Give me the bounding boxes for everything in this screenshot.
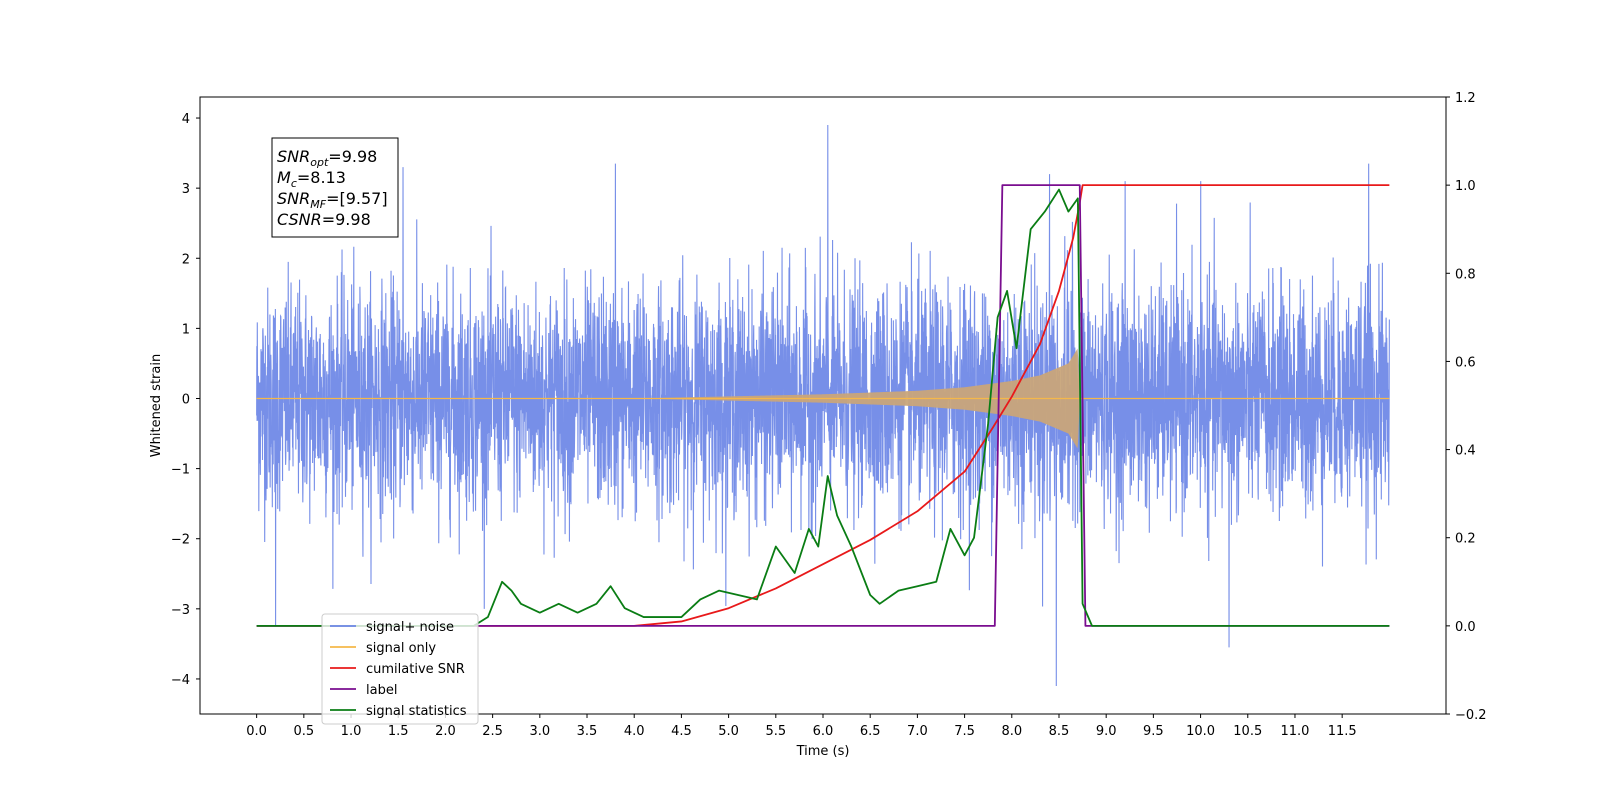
cumilative-snr-line <box>256 184 1390 627</box>
annotation-symbol: SNR <box>277 189 310 208</box>
annotation-frame <box>271 137 399 238</box>
annotation-line: Mc=8.13 <box>277 168 346 190</box>
y-tick-label: 2 <box>182 252 190 267</box>
x-axis: 0.0 0.5 1.0 1.5 2.0 2.5 3.0 3.5 4.0 4.5 5.0 5.5 6.0 6… <box>246 714 1357 739</box>
y2-tick-label: 0.6 <box>1455 355 1476 370</box>
y-tick-label: 4 <box>182 112 190 127</box>
y-tick-label: 3 <box>182 182 190 197</box>
y-tick-label: 0 <box>182 392 190 407</box>
y-axis-left: 4 3 2 1 0 −1 −2 −3 −4 <box>171 112 200 688</box>
x-tick-label: 3.0 <box>529 724 550 739</box>
x-axis-label: Time (s) <box>796 744 850 759</box>
y2-tick-label: 0.4 <box>1455 444 1476 459</box>
y2-tick-label: 0.8 <box>1455 267 1476 282</box>
annotation-subscript: opt <box>310 156 329 169</box>
x-tick-label: 6.0 <box>813 724 834 739</box>
legend-frame <box>321 613 479 725</box>
y-tick-label: 1 <box>182 322 190 337</box>
y2-tick-label: 1.2 <box>1455 91 1476 106</box>
annotation-line: SNRMF=[9.57] <box>277 189 388 211</box>
annotation-symbol: CSNR <box>277 210 322 229</box>
annotation-value: =9.98 <box>328 147 377 166</box>
x-tick-label: 10.5 <box>1233 724 1262 739</box>
right-axis-series <box>256 184 1390 627</box>
legend-label: signal+ noise <box>366 620 454 635</box>
y2-tick-label: 1.0 <box>1455 179 1476 194</box>
x-tick-label: 7.0 <box>907 724 928 739</box>
x-tick-label: 8.5 <box>1049 724 1070 739</box>
y-tick-label: −4 <box>171 673 190 688</box>
signal-statistics-line <box>256 188 1390 627</box>
x-tick-label: 4.0 <box>624 724 645 739</box>
y-tick-label: −3 <box>171 603 190 618</box>
x-tick-label: 4.5 <box>671 724 692 739</box>
x-tick-label: 9.0 <box>1096 724 1117 739</box>
signal-only-series <box>256 348 1390 449</box>
legend: signal+ noise signal only cumilative SNR la… <box>321 613 479 725</box>
x-tick-label: 5.5 <box>765 724 786 739</box>
y-tick-label: −1 <box>171 463 190 478</box>
x-tick-label: 1.0 <box>341 724 362 739</box>
annotation-line: SNRopt=9.98 <box>277 147 377 169</box>
legend-label: signal statistics <box>366 704 467 719</box>
x-tick-label: 10.0 <box>1186 724 1215 739</box>
x-tick-label: 5.0 <box>718 724 739 739</box>
annotation-value: =[9.57] <box>326 189 388 208</box>
annotation-line: CSNR=9.98 <box>277 210 371 229</box>
legend-label: cumilative SNR <box>366 662 465 677</box>
x-tick-label: 2.5 <box>482 724 503 739</box>
annotation-subscript: MF <box>310 198 326 211</box>
x-tick-label: 3.5 <box>577 724 598 739</box>
y-axis-label: Whitened strain <box>149 354 164 457</box>
signal-plus-noise-series <box>256 125 1390 686</box>
x-tick-label: 2.0 <box>435 724 456 739</box>
y2-tick-label: 0.0 <box>1455 620 1476 635</box>
x-tick-label: 11.0 <box>1280 724 1309 739</box>
legend-label: label <box>366 683 397 698</box>
x-tick-label: 1.5 <box>388 724 409 739</box>
annotation-symbol: M <box>277 168 291 187</box>
x-tick-label: 8.0 <box>1001 724 1022 739</box>
signal-plus-noise-line <box>256 125 1390 686</box>
x-tick-label: 6.5 <box>860 724 881 739</box>
y2-tick-label: −0.2 <box>1455 708 1487 723</box>
legend-label: signal only <box>366 641 436 656</box>
x-tick-label: 0.5 <box>293 724 314 739</box>
y2-tick-label: 0.2 <box>1455 532 1476 547</box>
annotation-subscript: c <box>291 177 297 190</box>
x-tick-label: 0.0 <box>246 724 267 739</box>
annotation-symbol: SNR <box>277 147 310 166</box>
x-tick-label: 9.5 <box>1143 724 1164 739</box>
x-tick-label: 11.5 <box>1328 724 1357 739</box>
y-tick-label: −2 <box>171 533 190 548</box>
annotation-value: =9.98 <box>322 210 371 229</box>
y-axis-right: 1.2 1.0 0.8 0.6 0.4 0.2 0.0 −0.2 <box>1446 91 1487 723</box>
x-tick-label: 7.5 <box>954 724 975 739</box>
annotation-value: =8.13 <box>297 168 346 187</box>
